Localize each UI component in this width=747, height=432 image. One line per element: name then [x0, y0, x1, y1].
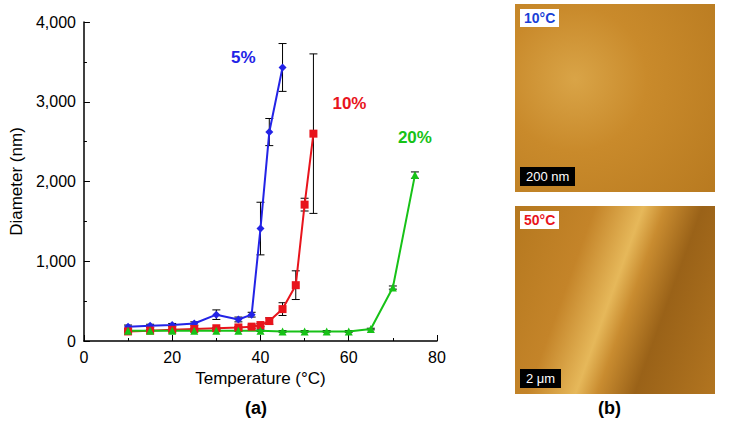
html-text:10°C: 10°C — [524, 10, 556, 26]
html-text:50°C: 50°C — [524, 212, 556, 228]
svg-text:3,000: 3,000 — [36, 93, 76, 110]
svg-text:20: 20 — [163, 349, 181, 366]
svg-text:5%: 5% — [231, 48, 256, 67]
svg-text:20%: 20% — [398, 128, 432, 147]
svg-text:40: 40 — [252, 349, 270, 366]
svg-text:Diameter (nm): Diameter (nm) — [7, 127, 26, 236]
html-text:2 μm: 2 μm — [526, 371, 556, 386]
svg-text:4,000: 4,000 — [36, 14, 76, 31]
html-text:(b): (b) — [598, 398, 621, 418]
svg-text:Temperature (°C): Temperature (°C) — [195, 369, 326, 388]
svg-text:0: 0 — [67, 333, 76, 350]
svg-text:80: 80 — [428, 349, 446, 366]
svg-text:60: 60 — [340, 349, 358, 366]
html-text:(a): (a) — [245, 398, 267, 418]
svg-text:1,000: 1,000 — [36, 253, 76, 270]
html-text:200 nm: 200 nm — [526, 169, 570, 184]
svg-text:0: 0 — [79, 349, 88, 366]
svg-text:10%: 10% — [332, 94, 366, 113]
svg-text:2,000: 2,000 — [36, 173, 76, 190]
